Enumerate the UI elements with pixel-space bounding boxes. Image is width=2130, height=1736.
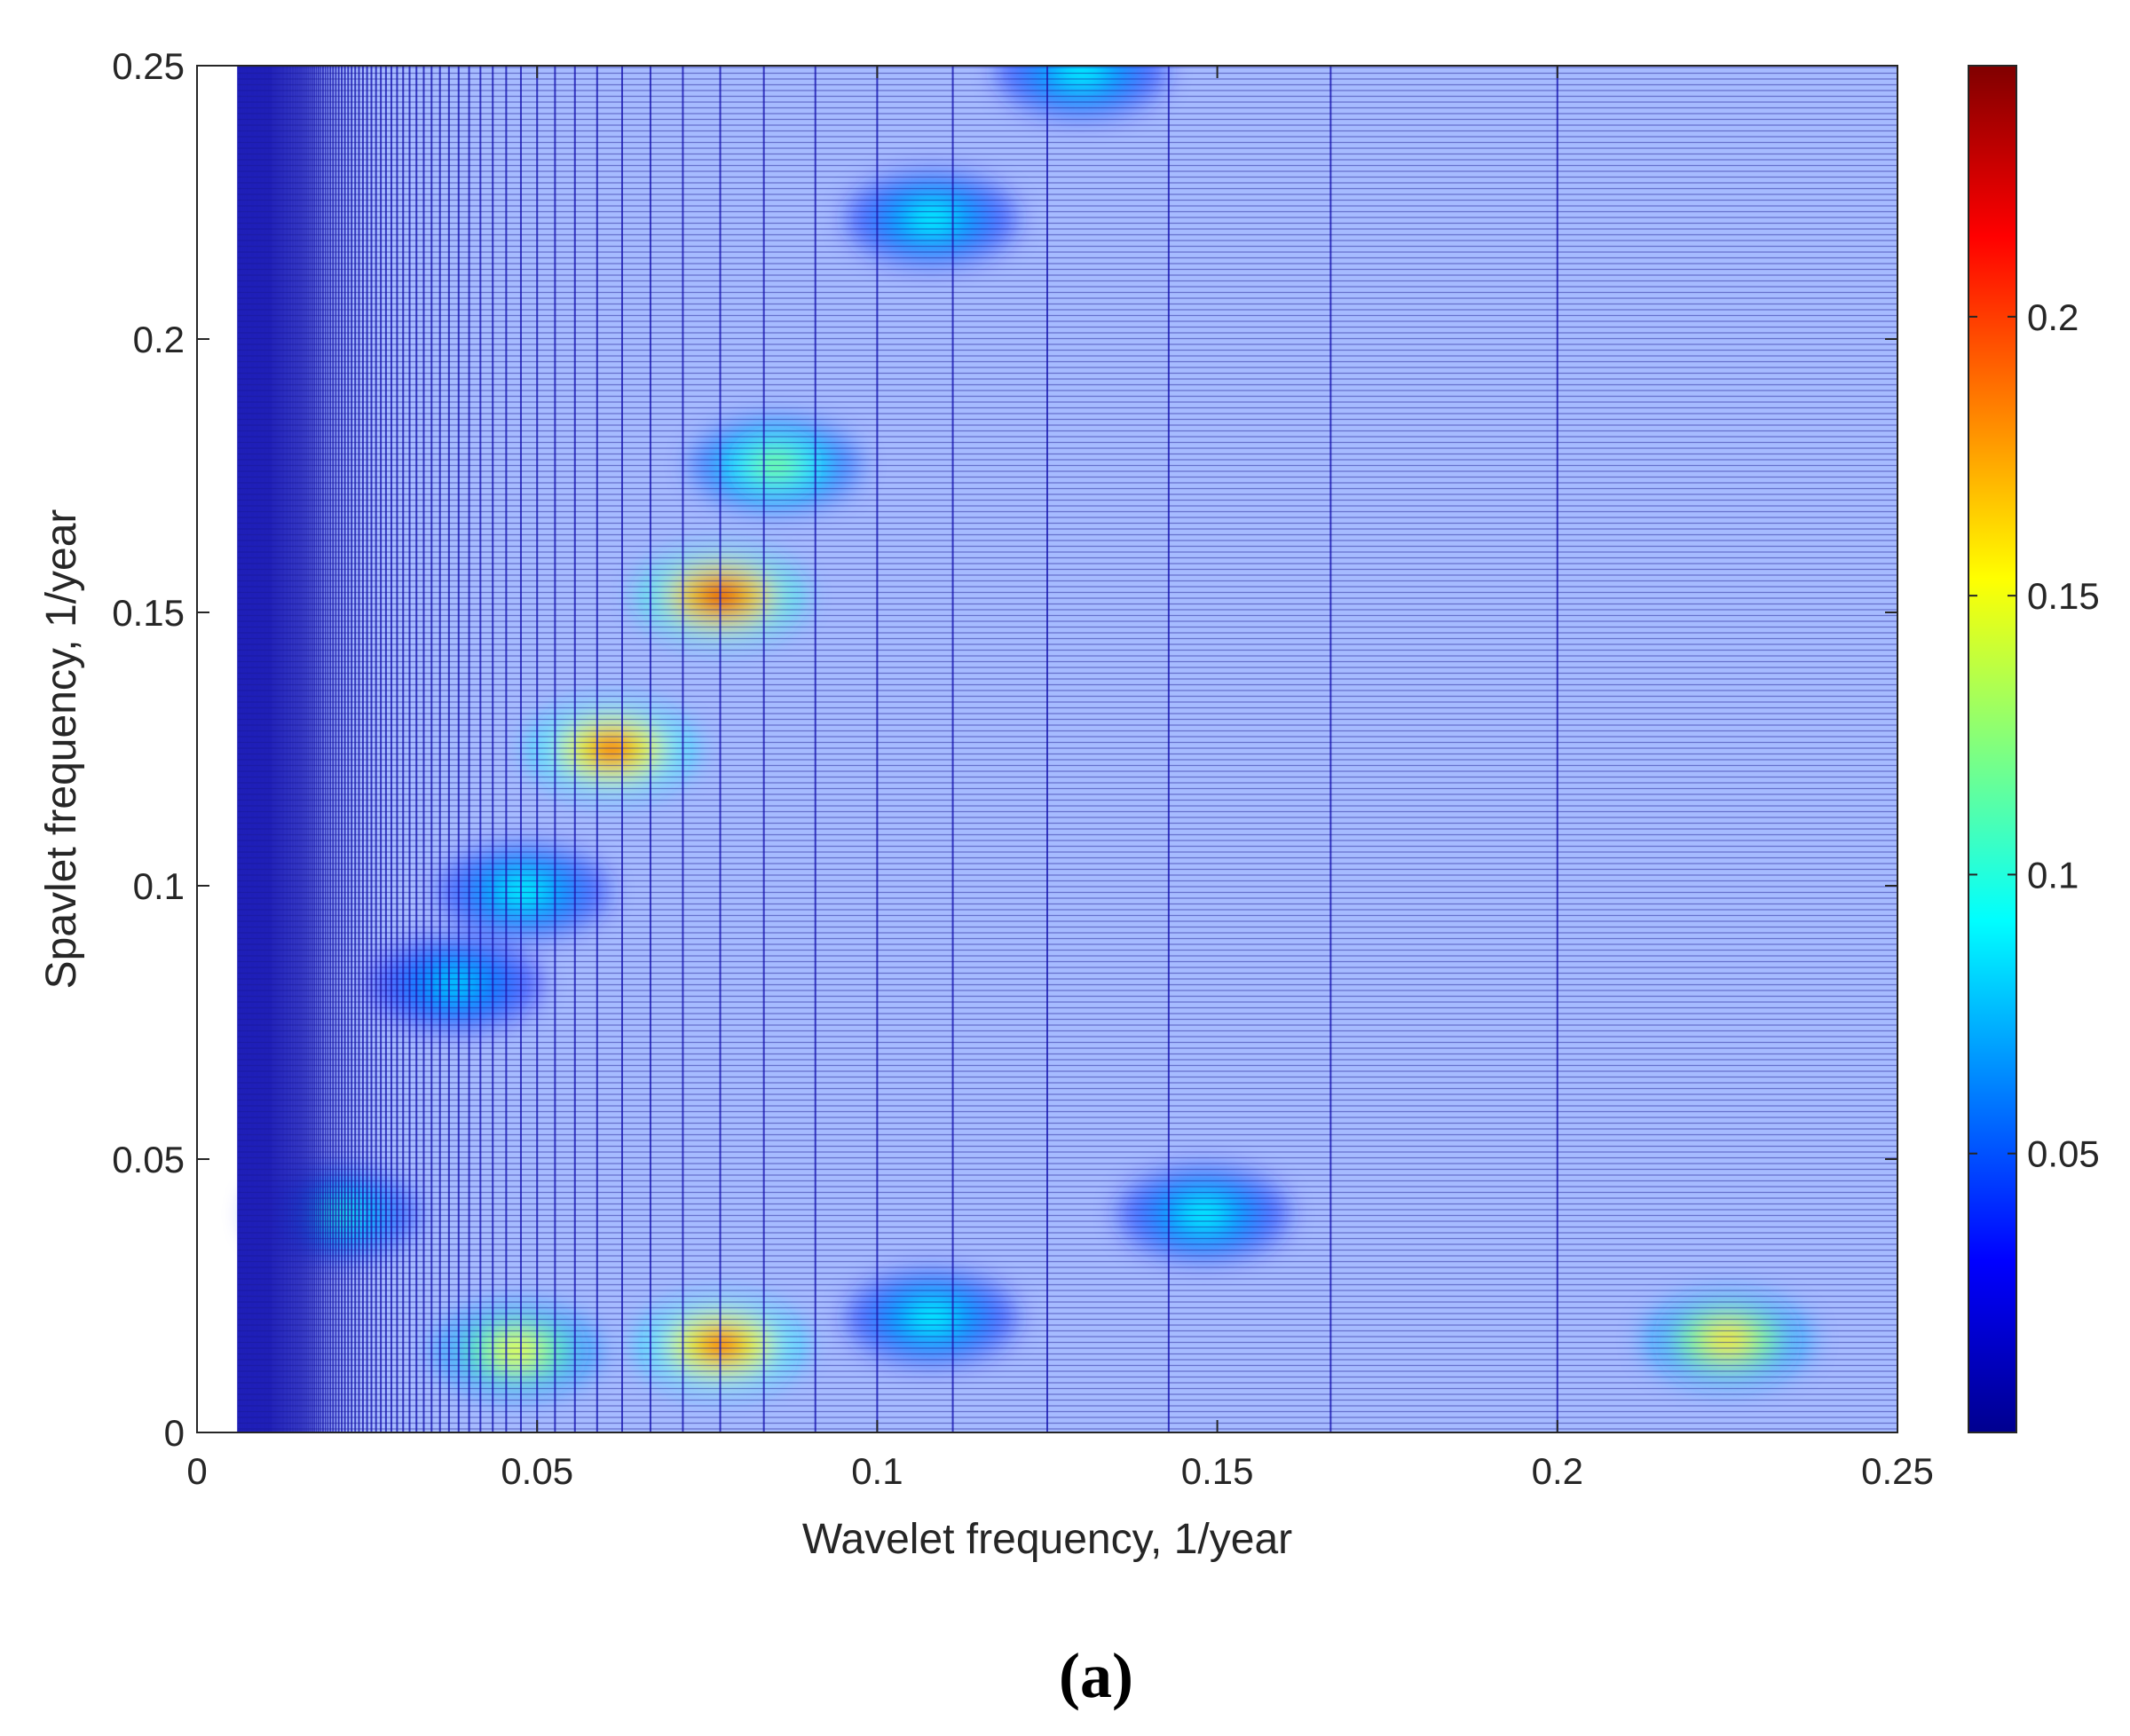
y-tick-label: 0.05 bbox=[112, 1139, 185, 1180]
y-tick-label: 0.2 bbox=[133, 319, 185, 360]
x-tick-label: 0.2 bbox=[1532, 1450, 1583, 1492]
vertical-grid bbox=[237, 66, 1897, 1432]
colorbar-gradient bbox=[1968, 65, 2017, 1433]
colorbar-ticks: 0.05 0.1 0.15 0.2 bbox=[1968, 296, 2100, 1175]
y-tick-label: 0.25 bbox=[112, 45, 185, 87]
y-axis-label: Spavlet frequency, 1/year bbox=[38, 509, 85, 990]
x-tick-label: 0.15 bbox=[1181, 1450, 1254, 1492]
hotspot-core bbox=[906, 1303, 957, 1332]
x-axis: 0 0.05 0.1 0.15 0.2 0.25 bbox=[186, 66, 1934, 1492]
figure-caption: (a) bbox=[1059, 1640, 1133, 1711]
horizontal-grid bbox=[237, 67, 1897, 1430]
hotspot-core bbox=[906, 204, 957, 233]
colorbar-tick-label: 0.1 bbox=[2027, 854, 2079, 896]
x-tick-label: 0.25 bbox=[1861, 1450, 1934, 1492]
y-tick-label: 0.15 bbox=[112, 592, 185, 634]
x-tick-label: 0.05 bbox=[501, 1450, 573, 1492]
plot-frame bbox=[196, 65, 1898, 1433]
hotspot-core bbox=[1056, 66, 1107, 86]
x-tick-label: 0.1 bbox=[851, 1450, 903, 1492]
colorbar-tick-label: 0.15 bbox=[2027, 575, 2100, 617]
y-axis: 0 0.05 0.1 0.15 0.2 0.25 bbox=[112, 45, 1897, 1454]
y-tick-label: 0.1 bbox=[133, 865, 185, 907]
hotspot-core bbox=[430, 969, 481, 998]
colorbar-tick-label: 0.2 bbox=[2027, 296, 2079, 338]
hotspot-core bbox=[1702, 1325, 1753, 1354]
hotspot-core bbox=[750, 450, 801, 479]
x-axis-label: Wavelet frequency, 1/year bbox=[802, 1516, 1292, 1563]
x-tick-label: 0 bbox=[186, 1450, 207, 1492]
hotspot-core bbox=[587, 735, 637, 763]
heatmap-background bbox=[237, 66, 1897, 1432]
hotspot-core bbox=[498, 877, 548, 906]
colorbar: 0.05 0.1 0.15 0.2 bbox=[1968, 65, 2100, 1433]
hotspot-core bbox=[492, 1336, 542, 1365]
plot-area bbox=[196, 65, 1898, 1433]
y-tick-label: 0 bbox=[164, 1412, 185, 1454]
colorbar-tick-label: 0.05 bbox=[2027, 1133, 2100, 1175]
hotspot-core bbox=[1179, 1199, 1229, 1228]
